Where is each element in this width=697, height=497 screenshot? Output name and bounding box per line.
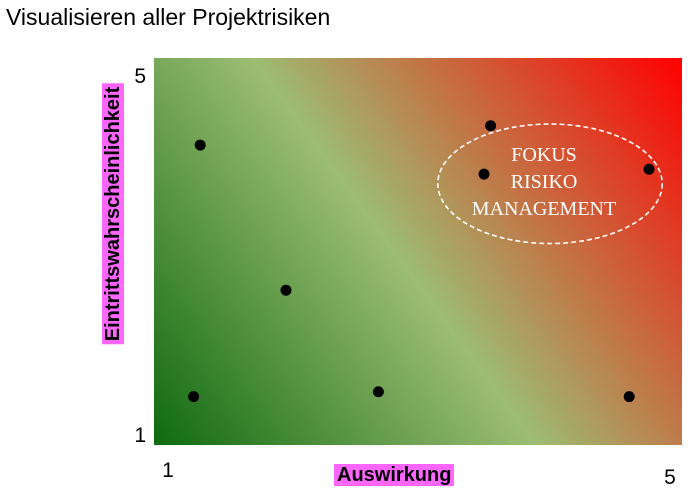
focus-label: FOKUS RISIKO MANAGEMENT (472, 144, 616, 220)
plot-area (154, 58, 682, 445)
y-axis-label-wrapper: Eintrittswahrscheinlichkeit (101, 56, 125, 372)
data-points (188, 120, 655, 403)
x-axis-label: Auswirkung (334, 464, 455, 486)
data-point (478, 168, 490, 180)
x-tick-max: 5 (664, 466, 676, 489)
focus-label-line: FOKUS (511, 144, 577, 166)
page-title: Visualisieren aller Projektrisiken (6, 4, 331, 30)
focus-ellipse (436, 123, 663, 245)
data-point (188, 391, 200, 403)
data-point (623, 391, 635, 403)
y-tick-min: 1 (134, 424, 146, 447)
focus-label-line: RISIKO (511, 171, 578, 193)
data-point (194, 139, 206, 151)
y-tick-max: 5 (134, 65, 146, 88)
focus-label-line: MANAGEMENT (472, 198, 616, 220)
data-point (485, 120, 497, 132)
data-point (280, 284, 292, 296)
data-point (372, 386, 384, 398)
x-tick-min: 1 (162, 459, 174, 482)
data-point (643, 163, 655, 175)
y-axis-label: Eintrittswahrscheinlichkeit (102, 83, 124, 345)
